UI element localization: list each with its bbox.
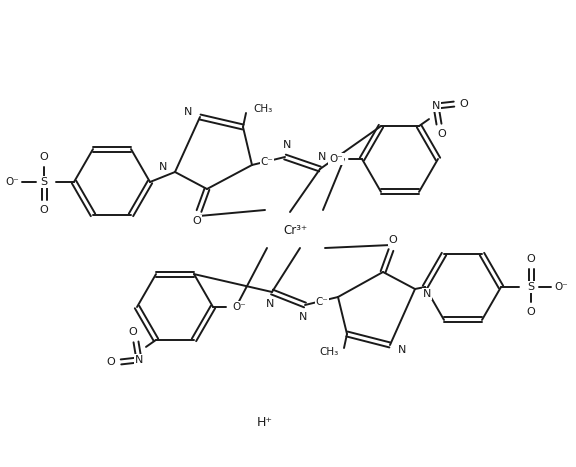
Text: CH₃: CH₃ [253, 104, 272, 114]
Text: N: N [159, 162, 167, 172]
Text: O: O [389, 235, 397, 245]
Text: N: N [398, 345, 406, 355]
Text: O: O [438, 129, 446, 139]
Text: O: O [128, 327, 137, 337]
Text: C⁻: C⁻ [316, 297, 328, 307]
Text: S: S [40, 177, 48, 187]
Text: S: S [528, 282, 535, 292]
Text: N: N [283, 140, 291, 150]
Text: Cr³⁺: Cr³⁺ [283, 224, 307, 236]
Text: N: N [135, 355, 143, 365]
Text: O⁻: O⁻ [5, 177, 19, 187]
Text: O: O [526, 254, 535, 264]
Text: O⁻: O⁻ [232, 302, 246, 312]
Text: N: N [432, 101, 440, 111]
Text: O: O [192, 216, 202, 226]
Text: O: O [526, 307, 535, 317]
Text: O⁻: O⁻ [329, 154, 343, 164]
Text: O: O [40, 152, 48, 162]
Text: O: O [460, 99, 468, 109]
Text: N: N [423, 289, 431, 299]
Text: C⁻: C⁻ [260, 157, 274, 167]
Text: N: N [266, 299, 274, 309]
Text: O: O [40, 205, 48, 215]
Text: O: O [107, 357, 115, 367]
Text: N: N [184, 107, 192, 117]
Text: N: N [299, 312, 307, 322]
Text: H⁺: H⁺ [257, 416, 273, 429]
Text: N: N [318, 152, 326, 162]
Text: CH₃: CH₃ [320, 347, 339, 357]
Text: O⁻: O⁻ [554, 282, 568, 292]
